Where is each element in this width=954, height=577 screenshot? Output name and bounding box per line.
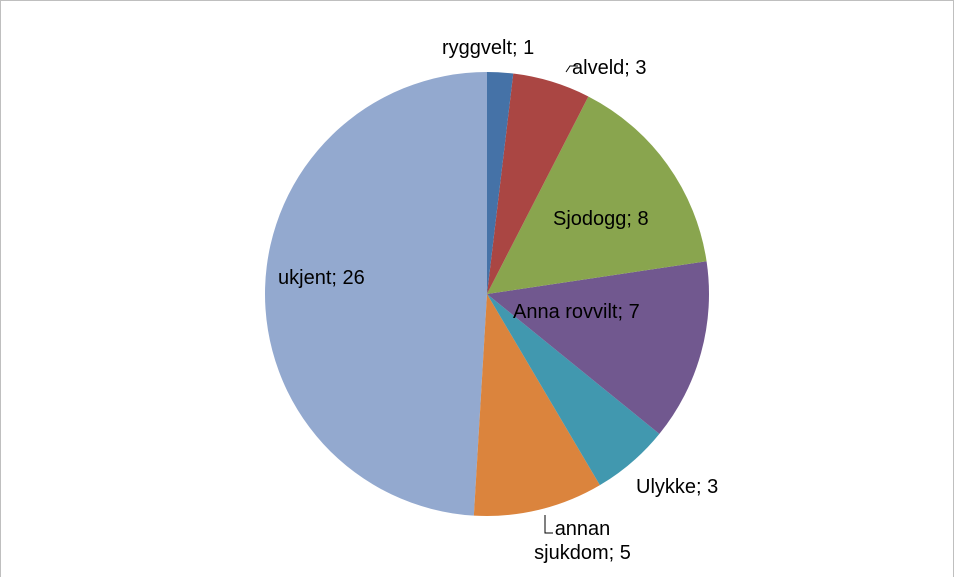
- pie-slice: [487, 261, 709, 434]
- leader-line: [544, 515, 553, 534]
- pie-slice: [487, 73, 589, 294]
- pie-slice: [487, 72, 514, 294]
- data-label: annan sjukdom; 5: [534, 518, 631, 564]
- leader-line: [565, 65, 578, 73]
- pie-slice: [487, 96, 707, 294]
- data-label: Sjodogg; 8: [553, 208, 649, 230]
- pie-slice: [487, 294, 660, 486]
- data-label: alveld; 3: [572, 57, 647, 79]
- pie-slice: [473, 294, 600, 516]
- data-label: Anna rovvilt; 7: [513, 301, 640, 323]
- data-label: ukjent; 26: [278, 267, 365, 289]
- data-label: ryggvelt; 1: [442, 37, 535, 59]
- pie-slice: [264, 72, 487, 516]
- data-label: Ulykke; 3: [636, 476, 719, 498]
